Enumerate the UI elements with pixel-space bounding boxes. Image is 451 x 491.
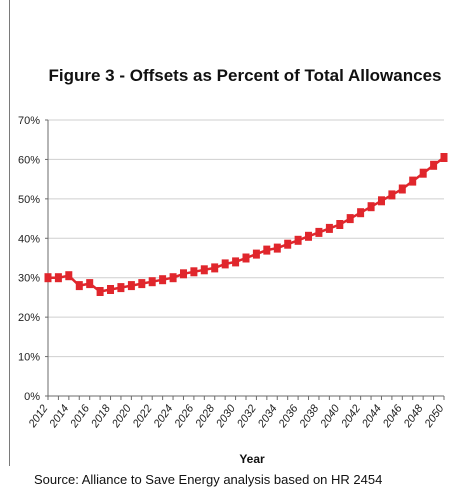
y-axis-tick-labels: 0% 10% 20% 30% 40% 50% 60% 70%	[18, 115, 40, 403]
x-tick-label: 2038	[297, 402, 322, 430]
data-point-marker	[180, 269, 187, 279]
y-tick-label: 10%	[18, 352, 40, 364]
data-point-marker	[242, 253, 250, 263]
data-point-marker	[232, 257, 240, 267]
x-tick-label: 2042	[339, 403, 363, 431]
data-point-marker	[252, 249, 260, 259]
x-tick-label: 2034	[255, 403, 279, 431]
data-point-marker	[96, 287, 104, 296]
x-tick-label: 2028	[193, 402, 218, 430]
data-point-marker	[388, 190, 396, 200]
data-point-marker	[127, 281, 135, 291]
x-tick-label: 2016	[68, 402, 93, 430]
data-point-marker	[200, 265, 208, 275]
x-tick-label: 2050	[422, 402, 447, 430]
y-tick-label: 50%	[18, 194, 40, 206]
frame-left-border	[9, 0, 10, 466]
data-point-marker	[75, 281, 83, 291]
data-point-marker	[378, 196, 385, 206]
data-point-marker	[211, 263, 219, 273]
data-point-marker	[325, 223, 333, 233]
data-point-marker	[284, 239, 292, 249]
data-point-marker	[409, 176, 417, 186]
x-tick-label: 2018	[89, 402, 114, 430]
y-tick-label: 70%	[18, 115, 40, 127]
x-tick-label: 2026	[172, 402, 197, 430]
gridlines	[48, 119, 444, 358]
x-axis-title: Year	[239, 452, 265, 466]
x-tick-label: 2032	[234, 403, 258, 431]
y-tick-label: 20%	[18, 312, 40, 324]
x-tick-label: 2030	[214, 402, 239, 430]
data-point-marker	[190, 267, 198, 277]
data-point-marker	[148, 277, 156, 287]
data-point-marker	[107, 285, 114, 294]
axes	[45, 119, 445, 400]
data-point-marker	[273, 243, 281, 253]
series-markers	[44, 153, 448, 296]
x-tick-label: 2044	[359, 403, 383, 431]
chart-title: Figure 3 - Offsets as Percent of Total A…	[49, 66, 442, 85]
y-tick-label: 40%	[18, 233, 40, 245]
data-point-marker	[65, 271, 73, 281]
data-point-marker	[419, 168, 427, 178]
source-note: Source: Alliance to Save Energy analysis…	[34, 472, 383, 487]
data-point-marker	[44, 273, 52, 283]
data-point-marker	[398, 184, 406, 194]
data-point-marker	[294, 235, 302, 245]
data-point-marker	[315, 227, 323, 237]
x-tick-label: 2048	[401, 402, 426, 430]
y-tick-label: 30%	[18, 273, 40, 285]
x-tick-label: 2014	[47, 403, 71, 431]
series-line	[48, 156, 445, 293]
data-point-marker	[263, 245, 271, 255]
data-point-marker	[221, 259, 229, 269]
data-point-marker	[440, 153, 448, 162]
x-tick-label: 2040	[318, 402, 343, 430]
data-point-marker	[86, 279, 94, 289]
x-tick-label: 2036	[276, 402, 301, 430]
data-point-marker	[54, 273, 62, 283]
data-point-marker	[117, 283, 125, 293]
data-point-marker	[159, 275, 167, 285]
data-point-marker	[367, 202, 375, 212]
data-point-marker	[336, 220, 344, 229]
x-tick-label: 2046	[380, 402, 405, 430]
data-point-marker	[138, 279, 146, 289]
data-point-marker	[357, 208, 365, 218]
x-tick-label: 2022	[130, 403, 154, 431]
x-tick-label: 2020	[109, 402, 134, 430]
y-tick-label: 60%	[18, 154, 40, 166]
series-line-path	[48, 156, 445, 293]
data-point-marker	[305, 231, 312, 241]
x-axis-tick-labels: 2012201420162018202020222024202620282030…	[26, 402, 447, 430]
data-point-marker	[346, 214, 354, 224]
data-point-marker	[169, 273, 177, 283]
x-tick-label: 2024	[151, 403, 175, 431]
x-tick-label: 2012	[26, 403, 50, 431]
data-point-marker	[430, 160, 438, 170]
y-tick-label: 0%	[24, 391, 40, 403]
